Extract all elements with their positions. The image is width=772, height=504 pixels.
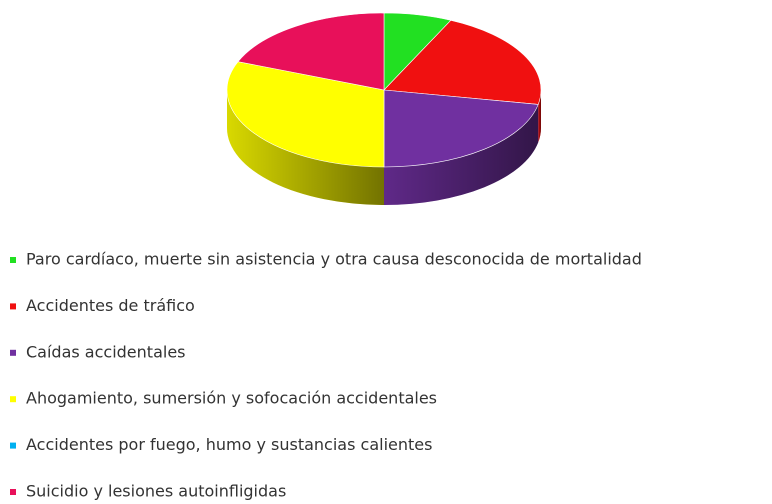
legend-swatch xyxy=(10,349,16,356)
legend-label: Accidentes por fuego, humo y sustancias … xyxy=(26,435,432,454)
legend-swatch xyxy=(10,303,16,310)
legend-label: Paro cardíaco, muerte sin asistencia y o… xyxy=(26,250,642,269)
legend-label: Caídas accidentales xyxy=(26,342,186,361)
pie-slice xyxy=(226,61,385,168)
pie-slice xyxy=(383,89,539,168)
pie-side-shade xyxy=(384,104,539,205)
pie-side-shade xyxy=(227,90,384,205)
legend-swatch xyxy=(10,257,16,263)
legend-label: Suicidio y lesiones autoinfligidas xyxy=(26,482,286,501)
legend-swatch xyxy=(10,442,16,449)
legend-label: Ahogamiento, sumersión y sofocación acci… xyxy=(26,389,437,408)
legend-swatch xyxy=(10,489,16,495)
pie-slice xyxy=(237,12,385,91)
legend-label: Accidentes de tráfico xyxy=(26,296,195,315)
legend-swatch xyxy=(10,396,16,403)
pie-slice xyxy=(383,19,542,105)
